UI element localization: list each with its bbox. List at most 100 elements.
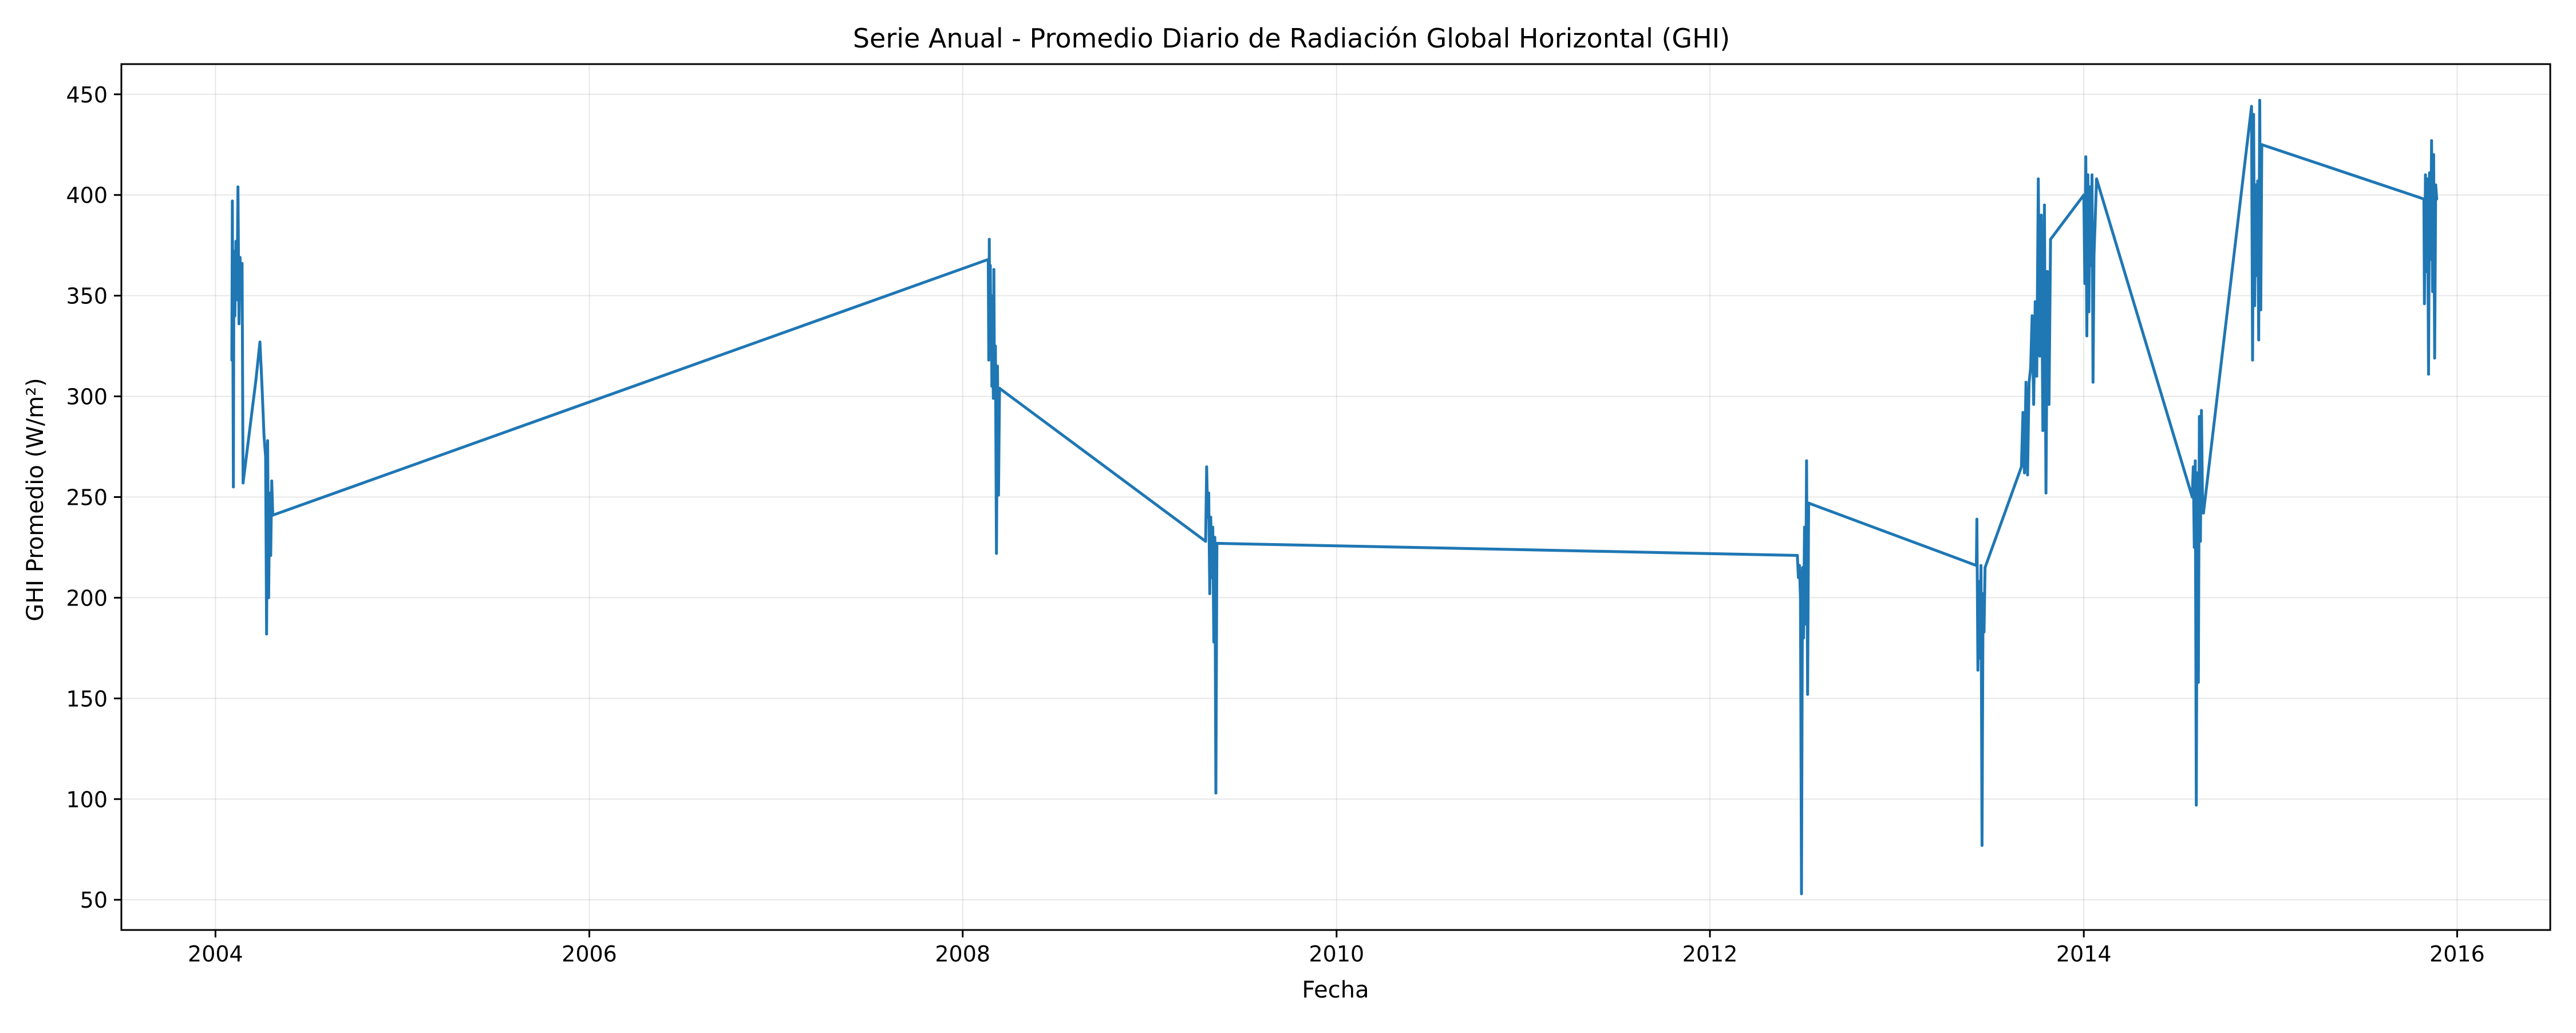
data-point — [2199, 540, 2202, 543]
data-point — [1976, 668, 1980, 672]
data-point — [2024, 381, 2028, 384]
data-point — [230, 358, 234, 362]
data-point — [1801, 566, 1804, 569]
data-point — [1211, 525, 1215, 529]
x-tick-label: 2008 — [935, 941, 990, 967]
data-point — [1802, 636, 1805, 640]
data-point — [1984, 566, 1987, 569]
y-tick-label: 450 — [66, 82, 108, 108]
data-point — [2091, 173, 2093, 176]
x-tick-label: 2010 — [1309, 941, 1364, 967]
data-point — [1977, 580, 1981, 583]
data-point — [1800, 892, 1803, 896]
data-point — [266, 439, 269, 442]
data-point — [2430, 139, 2433, 143]
data-point — [993, 374, 996, 378]
data-point — [2201, 496, 2204, 498]
data-point — [2254, 183, 2257, 187]
data-point — [1982, 630, 1986, 634]
data-point — [2259, 308, 2262, 311]
data-point — [232, 250, 236, 253]
data-point — [986, 258, 990, 261]
data-point — [987, 238, 991, 241]
data-point — [989, 354, 993, 358]
x-tick-label: 2016 — [2429, 941, 2485, 967]
data-point — [2200, 409, 2203, 412]
data-point — [1213, 536, 1216, 539]
data-point — [2194, 459, 2197, 462]
data-point — [2084, 155, 2088, 159]
data-point — [2433, 357, 2436, 360]
data-point — [994, 345, 997, 348]
data-point — [2029, 366, 2032, 370]
data-point — [1210, 576, 1214, 579]
data-point — [2035, 374, 2038, 378]
data-point — [1805, 459, 1808, 462]
data-point — [2196, 471, 2199, 474]
data-point — [1796, 554, 1799, 557]
data-point — [264, 455, 267, 458]
data-point — [1209, 516, 1212, 519]
data-point — [2049, 238, 2052, 241]
data-point — [260, 385, 264, 388]
data-point — [2198, 415, 2201, 418]
data-point — [2021, 411, 2025, 414]
data-point — [235, 298, 239, 302]
y-tick-label: 250 — [66, 485, 108, 510]
data-point — [233, 314, 236, 318]
data-point — [2089, 264, 2093, 267]
data-point — [2086, 173, 2089, 176]
y-tick-label: 100 — [66, 787, 108, 812]
data-point — [1206, 516, 1210, 519]
data-point — [242, 481, 245, 485]
data-point — [2020, 465, 2023, 469]
data-point — [2202, 512, 2205, 515]
data-point — [1978, 656, 1982, 660]
data-point — [2251, 358, 2254, 362]
data-point — [2434, 183, 2437, 187]
data-point — [2023, 471, 2026, 474]
data-point — [265, 632, 268, 636]
data-point — [258, 341, 262, 344]
data-point — [232, 485, 235, 489]
data-point — [2082, 193, 2085, 197]
data-point — [2422, 197, 2425, 201]
data-point — [2432, 153, 2435, 156]
x-axis-label: Fecha — [1302, 977, 1369, 1003]
data-point — [2095, 177, 2098, 181]
data-point — [2192, 546, 2196, 549]
data-point — [268, 492, 271, 494]
data-point — [270, 479, 274, 482]
data-point — [1212, 640, 1215, 644]
y-tick-label: 350 — [66, 284, 108, 309]
data-point — [240, 262, 244, 265]
data-point — [1803, 525, 1806, 529]
data-point — [271, 513, 274, 517]
data-point — [2425, 270, 2428, 273]
data-point — [2195, 804, 2198, 807]
data-point — [2256, 179, 2259, 183]
data-point — [1215, 541, 1219, 545]
data-point — [2424, 173, 2427, 176]
x-tick-label: 2014 — [2056, 941, 2112, 967]
series-group — [230, 98, 2439, 896]
data-point — [238, 322, 240, 326]
data-point — [2191, 465, 2195, 469]
data-point — [997, 493, 1000, 497]
data-point — [2085, 334, 2088, 338]
data-point — [996, 365, 999, 368]
data-point — [2257, 338, 2261, 342]
data-point — [2093, 224, 2097, 227]
data-point — [2087, 310, 2091, 314]
data-point — [1975, 517, 1978, 521]
data-point — [2196, 680, 2200, 684]
data-point — [1804, 622, 1807, 626]
data-point — [262, 435, 266, 438]
data-point — [2042, 203, 2046, 207]
data-point — [995, 552, 998, 555]
data-point — [2038, 354, 2041, 358]
data-point — [1981, 592, 1985, 595]
data-point — [1797, 576, 1800, 579]
